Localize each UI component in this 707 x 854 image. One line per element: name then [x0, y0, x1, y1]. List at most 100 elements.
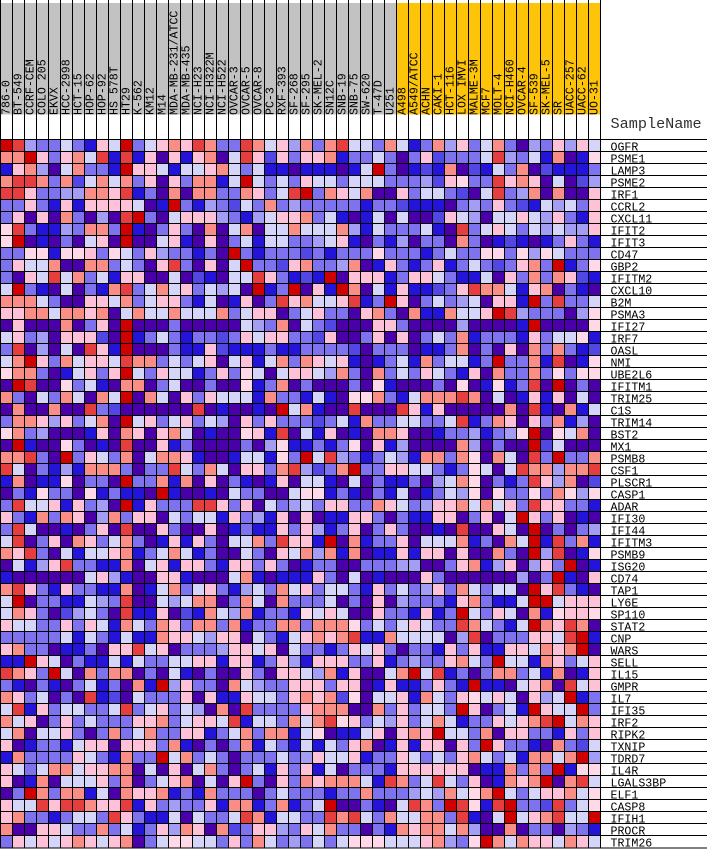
svg-text:LY6E: LY6E [611, 598, 639, 611]
svg-text:PSMB8: PSMB8 [611, 454, 646, 467]
svg-text:TRIM14: TRIM14 [611, 418, 653, 431]
svg-text:PSME1: PSME1 [611, 154, 646, 167]
svg-text:LGALS3BP: LGALS3BP [611, 778, 667, 791]
svg-text:IRF7: IRF7 [611, 334, 639, 347]
svg-text:IFI35: IFI35 [611, 706, 646, 719]
svg-text:B2M: B2M [611, 298, 632, 311]
svg-text:MDA-MB-231/ATCC: MDA-MB-231/ATCC [169, 11, 182, 115]
svg-text:UACC-62: UACC-62 [577, 66, 590, 115]
svg-text:UBE2L6: UBE2L6 [611, 370, 653, 383]
svg-text:IFIH1: IFIH1 [611, 814, 646, 827]
svg-text:CXCL10: CXCL10 [611, 286, 653, 299]
svg-text:LAMP3: LAMP3 [611, 166, 646, 179]
svg-text:BST2: BST2 [611, 430, 639, 443]
svg-text:CASP8: CASP8 [611, 802, 646, 815]
svg-text:HCT-116: HCT-116 [445, 66, 458, 115]
svg-text:ELF1: ELF1 [611, 790, 639, 803]
svg-text:OGFR: OGFR [611, 142, 639, 155]
svg-text:CSF1: CSF1 [611, 466, 639, 479]
svg-text:CD47: CD47 [611, 250, 639, 263]
svg-text:TRIM25: TRIM25 [611, 394, 653, 407]
svg-text:CD74: CD74 [611, 574, 639, 587]
svg-text:NCI-H23: NCI-H23 [193, 66, 206, 115]
svg-text:CXCL11: CXCL11 [611, 214, 653, 227]
svg-text:ISG20: ISG20 [611, 562, 646, 575]
svg-text:IL15: IL15 [611, 670, 639, 683]
svg-text:RXF-393: RXF-393 [277, 66, 290, 115]
svg-text:BT-549: BT-549 [13, 73, 26, 115]
svg-text:HS 578T: HS 578T [109, 66, 122, 115]
svg-text:RIPK2: RIPK2 [611, 730, 646, 743]
svg-text:GMPR: GMPR [611, 682, 639, 695]
svg-text:SF-539: SF-539 [529, 73, 542, 115]
svg-text:NCI-H322M: NCI-H322M [205, 52, 218, 115]
svg-text:PSMB9: PSMB9 [611, 550, 646, 563]
svg-text:HOP-92: HOP-92 [97, 73, 110, 115]
svg-text:PLSCR1: PLSCR1 [611, 478, 653, 491]
svg-text:STAT2: STAT2 [611, 622, 646, 635]
svg-text:IRF1: IRF1 [611, 190, 639, 203]
svg-text:U251: U251 [385, 87, 398, 115]
svg-text:IFI44: IFI44 [611, 526, 646, 539]
svg-text:HT29: HT29 [121, 87, 134, 115]
svg-text:NCI-H522: NCI-H522 [217, 59, 230, 115]
svg-text:HCC-2998: HCC-2998 [61, 59, 74, 115]
svg-text:MOLT-4: MOLT-4 [493, 73, 506, 115]
svg-text:SR: SR [553, 101, 566, 115]
svg-text:GBP2: GBP2 [611, 262, 639, 275]
svg-text:TDRD7: TDRD7 [611, 754, 646, 767]
svg-text:IFITM2: IFITM2 [611, 274, 653, 287]
svg-text:NCI-H460: NCI-H460 [505, 59, 518, 115]
svg-text:CCRL2: CCRL2 [611, 202, 646, 215]
svg-text:SN12C: SN12C [325, 80, 338, 115]
svg-text:OVCAR-3: OVCAR-3 [229, 66, 242, 115]
svg-text:SF-295: SF-295 [301, 73, 314, 115]
svg-text:IFI30: IFI30 [611, 514, 646, 527]
svg-text:KM12: KM12 [145, 87, 158, 115]
svg-text:COLO 205: COLO 205 [37, 59, 50, 115]
svg-text:ACHN: ACHN [421, 87, 434, 115]
svg-text:A498: A498 [397, 87, 410, 115]
svg-text:SF-268: SF-268 [289, 73, 302, 115]
svg-text:IL4R: IL4R [611, 766, 639, 779]
svg-text:OASL: OASL [611, 346, 639, 359]
svg-text:K-562: K-562 [133, 80, 146, 115]
svg-text:MALME-3M: MALME-3M [469, 59, 482, 115]
svg-text:SampleName: SampleName [611, 115, 702, 133]
svg-text:LOX IMVI: LOX IMVI [457, 59, 470, 115]
svg-text:T-47D: T-47D [373, 80, 386, 115]
svg-text:M14: M14 [157, 94, 170, 115]
svg-text:SELL: SELL [611, 658, 639, 671]
svg-text:SK-MEL-5: SK-MEL-5 [541, 59, 554, 115]
svg-text:WARS: WARS [611, 646, 639, 659]
svg-text:TAP1: TAP1 [611, 586, 639, 599]
svg-text:CCRF-CEM: CCRF-CEM [25, 59, 38, 115]
svg-text:IRF2: IRF2 [611, 718, 639, 731]
svg-text:UO-31: UO-31 [589, 80, 602, 115]
svg-text:CAKI-1: CAKI-1 [433, 73, 446, 115]
svg-text:C1S: C1S [611, 406, 632, 419]
svg-text:EKVX: EKVX [49, 87, 62, 115]
svg-text:TXNIP: TXNIP [611, 742, 646, 755]
svg-text:SNB-75: SNB-75 [349, 73, 362, 115]
svg-text:PROCR: PROCR [611, 826, 646, 839]
svg-text:PSMA3: PSMA3 [611, 310, 646, 323]
svg-text:MX1: MX1 [611, 442, 632, 455]
svg-text:MCF7: MCF7 [481, 87, 494, 115]
svg-text:TRIM26: TRIM26 [611, 838, 653, 849]
svg-text:786-0: 786-0 [1, 80, 14, 115]
svg-text:SP110: SP110 [611, 610, 646, 623]
svg-text:PC-3: PC-3 [265, 87, 278, 115]
svg-text:SW-620: SW-620 [361, 73, 374, 115]
svg-text:CASP1: CASP1 [611, 490, 646, 503]
svg-text:IFIT3: IFIT3 [611, 238, 646, 251]
svg-text:SK-MEL-2: SK-MEL-2 [313, 59, 326, 115]
svg-text:OVCAR-5: OVCAR-5 [241, 66, 254, 115]
svg-text:MDA-MB-435: MDA-MB-435 [181, 45, 194, 115]
svg-text:HCT-15: HCT-15 [73, 73, 86, 115]
svg-text:UACC-257: UACC-257 [565, 59, 578, 115]
svg-text:IFITM3: IFITM3 [611, 538, 653, 551]
svg-text:OVCAR-4: OVCAR-4 [517, 66, 530, 115]
svg-text:OVCAR-8: OVCAR-8 [253, 66, 266, 115]
svg-text:A549/ATCC: A549/ATCC [409, 52, 422, 115]
